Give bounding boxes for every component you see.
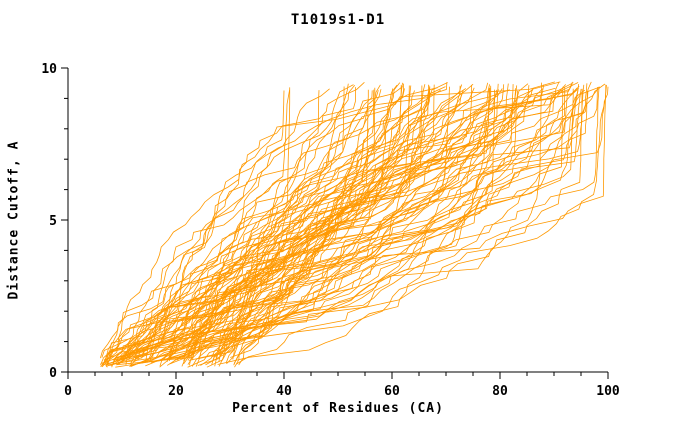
model-curve xyxy=(206,90,379,368)
y-tick-label: 10 xyxy=(41,62,57,77)
x-tick-label: 60 xyxy=(384,384,400,399)
model-curve xyxy=(238,83,529,366)
model-curve xyxy=(152,82,365,359)
model-curve xyxy=(146,88,583,363)
model-curve xyxy=(167,89,499,360)
y-tick-label: 5 xyxy=(49,214,57,229)
model-curve xyxy=(133,87,534,363)
model-curve xyxy=(182,87,578,358)
model-curve xyxy=(114,88,393,360)
model-curve xyxy=(141,82,403,359)
model-curve xyxy=(105,82,489,358)
model-curve xyxy=(187,83,509,365)
model-curve xyxy=(211,83,404,358)
model-curve xyxy=(106,81,556,368)
model-curve xyxy=(102,85,423,367)
model-curve xyxy=(169,84,567,361)
model-curve xyxy=(130,85,461,365)
chart-title: T1019s1-D1 xyxy=(290,12,386,28)
model-curve xyxy=(115,88,330,361)
model-curve xyxy=(116,83,606,366)
model-curve xyxy=(225,84,514,363)
model-curve xyxy=(232,87,356,360)
model-curve xyxy=(181,86,601,360)
model-curve xyxy=(115,84,607,368)
x-tick-label: 20 xyxy=(168,384,184,399)
x-axis-label: Percent of Residues (CA) xyxy=(232,401,444,416)
model-curve xyxy=(165,82,401,361)
model-curve xyxy=(150,84,607,363)
model-curve xyxy=(104,86,403,364)
model-curve xyxy=(115,84,435,359)
x-tick-label: 100 xyxy=(596,384,620,399)
model-curve xyxy=(155,82,542,359)
model-curve xyxy=(125,87,291,365)
model-curve xyxy=(105,82,448,367)
model-curve xyxy=(113,87,438,365)
model-curve xyxy=(183,84,430,362)
model-curve xyxy=(116,86,609,366)
y-tick-label: 0 xyxy=(49,366,57,381)
model-curve xyxy=(106,89,430,361)
model-curve xyxy=(197,89,375,366)
model-curve xyxy=(121,81,561,364)
model-curve xyxy=(212,90,518,362)
model-curve xyxy=(226,83,349,365)
model-curve xyxy=(103,90,588,361)
model-curve xyxy=(111,86,450,368)
model-curve xyxy=(106,89,369,365)
model-curve xyxy=(112,86,345,361)
model-curve xyxy=(187,88,574,368)
model-curve xyxy=(170,87,598,364)
model-curve xyxy=(101,84,463,358)
model-curve xyxy=(214,88,467,367)
model-curve xyxy=(169,85,412,365)
model-curve xyxy=(110,89,441,367)
model-curve xyxy=(121,89,569,359)
model-curve xyxy=(189,89,382,366)
x-tick-label: 40 xyxy=(276,384,292,399)
model-curve xyxy=(195,86,431,367)
x-tick-label: 0 xyxy=(64,384,72,399)
model-curve xyxy=(102,88,503,366)
model-curve xyxy=(100,90,285,359)
model-curve xyxy=(122,83,588,359)
x-tick-label: 80 xyxy=(492,384,508,399)
model-curve xyxy=(134,85,530,360)
model-curve xyxy=(205,81,592,366)
model-curve xyxy=(187,90,320,361)
model-curve xyxy=(130,82,574,367)
model-curve xyxy=(146,89,510,363)
